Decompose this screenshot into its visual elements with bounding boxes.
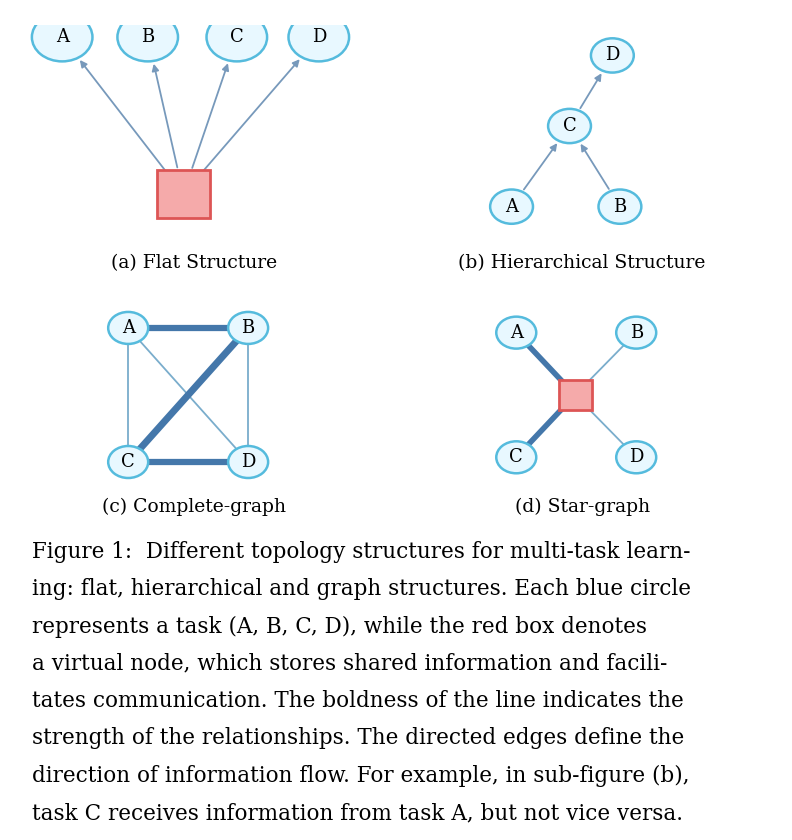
- Text: D: D: [629, 449, 643, 466]
- Text: (d) Star-graph: (d) Star-graph: [515, 498, 649, 516]
- Text: B: B: [242, 319, 255, 337]
- Text: A: A: [122, 319, 135, 337]
- Ellipse shape: [228, 312, 268, 344]
- Text: (a) Flat Structure: (a) Flat Structure: [111, 255, 277, 272]
- Text: C: C: [509, 449, 524, 466]
- Text: B: B: [141, 29, 154, 46]
- Ellipse shape: [599, 190, 642, 223]
- Text: A: A: [55, 29, 69, 46]
- Ellipse shape: [616, 317, 657, 349]
- Ellipse shape: [109, 446, 148, 478]
- Text: A: A: [510, 323, 523, 342]
- Text: ing: flat, hierarchical and graph structures. Each blue circle: ing: flat, hierarchical and graph struct…: [32, 578, 691, 601]
- Text: (b) Hierarchical Structure: (b) Hierarchical Structure: [459, 255, 706, 272]
- Ellipse shape: [228, 446, 268, 478]
- Ellipse shape: [616, 441, 657, 473]
- Text: D: D: [241, 453, 255, 471]
- Ellipse shape: [32, 13, 93, 61]
- Text: A: A: [505, 197, 518, 216]
- Text: direction of information flow. For example, in sub-figure (b),: direction of information flow. For examp…: [32, 764, 689, 787]
- Text: C: C: [121, 453, 135, 471]
- Text: B: B: [630, 323, 643, 342]
- Text: (c) Complete-graph: (c) Complete-graph: [102, 498, 286, 516]
- Text: tates communication. The boldness of the line indicates the: tates communication. The boldness of the…: [32, 690, 683, 712]
- Text: B: B: [613, 197, 626, 216]
- Ellipse shape: [490, 190, 533, 223]
- Text: task C receives information from task A, but not vice versa.: task C receives information from task A,…: [32, 802, 683, 824]
- Ellipse shape: [207, 13, 267, 61]
- Text: a virtual node, which stores shared information and facili-: a virtual node, which stores shared info…: [32, 653, 667, 675]
- Ellipse shape: [591, 39, 634, 72]
- Ellipse shape: [288, 13, 349, 61]
- Text: C: C: [562, 117, 577, 135]
- Text: D: D: [605, 46, 619, 65]
- Text: D: D: [311, 29, 326, 46]
- Text: represents a task (A, B, C, D), while the red box denotes: represents a task (A, B, C, D), while th…: [32, 616, 647, 638]
- Ellipse shape: [548, 109, 591, 143]
- Ellipse shape: [109, 312, 148, 344]
- Ellipse shape: [497, 441, 536, 473]
- Ellipse shape: [497, 317, 536, 349]
- FancyBboxPatch shape: [558, 380, 592, 410]
- Text: strength of the relationships. The directed edges define the: strength of the relationships. The direc…: [32, 727, 684, 749]
- Ellipse shape: [117, 13, 178, 61]
- Text: C: C: [230, 29, 244, 46]
- Text: Figure 1:  Different topology structures for multi-task learn-: Figure 1: Different topology structures …: [32, 541, 690, 563]
- FancyBboxPatch shape: [157, 170, 210, 218]
